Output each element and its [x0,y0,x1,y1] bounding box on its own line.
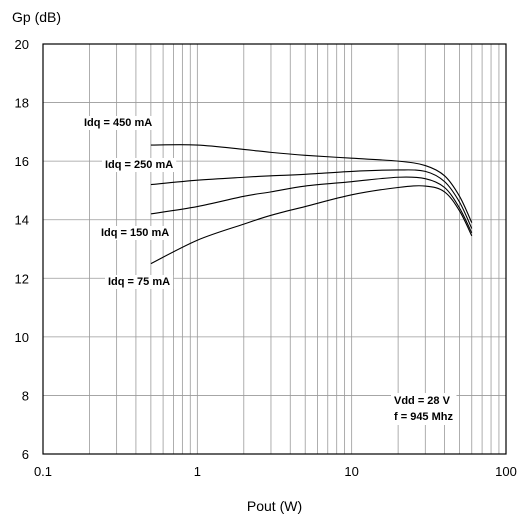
y-tick-label: 10 [15,330,29,345]
y-tick-label: 8 [22,388,29,403]
condition-notes: Vdd = 28 V f = 945 Mhz [391,393,457,425]
series-line [150,176,473,234]
series-label-background [81,116,156,130]
y-tick-label: 12 [15,271,29,286]
series-label-background [105,275,174,289]
condition-note-background [391,393,457,425]
curve-labels: Idq = 450 mA Idq = 250 mA Idq = 150 mA Idq … [81,116,177,289]
series-label: Idq = 75 mA [108,276,170,288]
series-label-background [98,226,173,240]
y-tick-labels: 6 8 10 12 14 16 18 20 [15,37,29,462]
y-tick-label: 6 [22,447,29,462]
series-label: Idq = 450 mA [84,117,152,129]
x-tick-label: 10 [344,464,358,479]
y-axis-title: Gp (dB) [12,9,61,25]
x-tick-label: 0.1 [34,464,52,479]
condition-note: Vdd = 28 V [394,395,451,407]
series-label-background [102,158,177,172]
x-tick-label: 100 [495,464,517,479]
plot-frame [42,43,507,455]
condition-note: f = 945 Mhz [394,411,453,423]
curves [150,144,473,265]
series-line [150,185,473,265]
y-tick-label: 16 [15,154,29,169]
series-line [150,169,473,229]
x-tick-labels: 0.1 1 10 100 [34,464,517,479]
series-label: Idq = 150 mA [101,227,169,239]
x-axis-title: Pout (W) [247,498,302,514]
y-tick-label: 14 [15,213,29,228]
series-label: Idq = 250 mA [105,159,173,171]
x-tick-label: 1 [194,464,201,479]
grid [43,44,506,454]
y-tick-label: 18 [15,96,29,111]
series-line [150,144,473,223]
y-tick-label: 20 [15,37,29,52]
